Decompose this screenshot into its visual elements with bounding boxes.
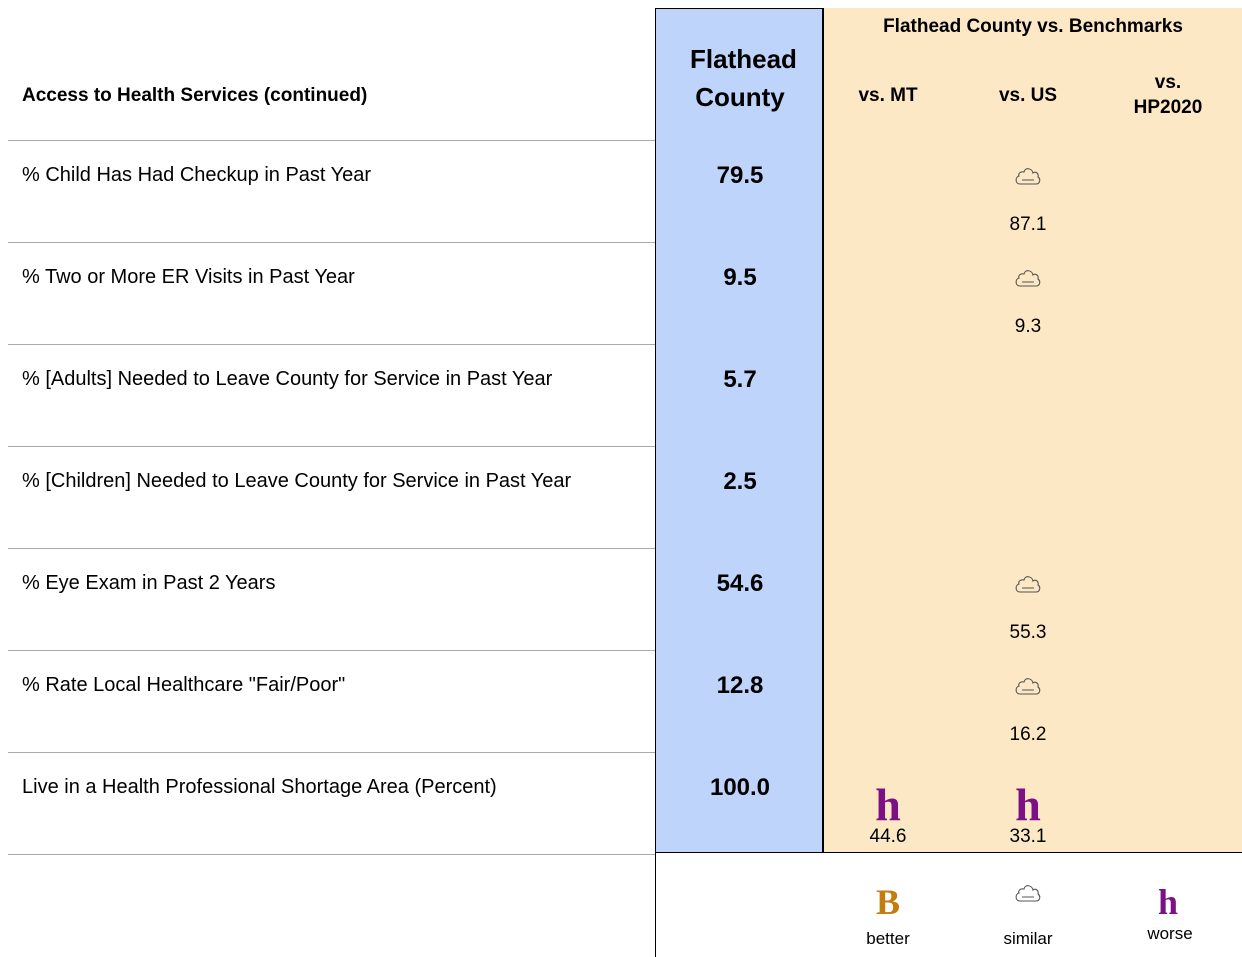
row-label: % Eye Exam in Past 2 Years [22, 572, 276, 594]
divider [823, 8, 824, 853]
similar-icon [1014, 882, 1042, 904]
worse-icon: h [875, 779, 901, 830]
county-value: 79.5 [716, 162, 764, 189]
divider [655, 852, 1242, 853]
row-line [8, 446, 655, 447]
county-column [655, 8, 823, 853]
similar-icon [1014, 267, 1042, 289]
section-title: Access to Health Services (continued) [22, 85, 368, 106]
legend-label: worse [1147, 924, 1193, 943]
worse-icon: h [1015, 779, 1041, 830]
group-header: Flathead County vs. Benchmarks [883, 16, 1183, 37]
similar-icon [1014, 165, 1042, 187]
benchmark-value: 55.3 [1009, 622, 1047, 643]
row-label: % Two or More ER Visits in Past Year [22, 266, 355, 288]
county-value: 100.0 [709, 774, 771, 801]
county-header: Flathead County [690, 44, 797, 112]
legend-label: similar [1003, 929, 1053, 948]
divider [655, 853, 656, 957]
row-line [8, 140, 655, 141]
benchmark-value: 44.6 [869, 826, 907, 847]
row-line [8, 242, 655, 243]
benchmark-value: 9.3 [1014, 316, 1042, 337]
column-header: vs. MT [858, 85, 918, 106]
benchmark-value: 87.1 [1009, 214, 1047, 235]
row-line [8, 752, 655, 753]
row-line [8, 548, 655, 549]
county-value: 5.7 [723, 366, 757, 393]
row-label: % [Adults] Needed to Leave County for Se… [22, 368, 553, 390]
row-label: % Child Has Had Checkup in Past Year [22, 164, 372, 186]
row-label: % [Children] Needed to Leave County for … [22, 470, 572, 492]
worse-icon: h [1157, 882, 1179, 922]
row-label: Live in a Health Professional Shortage A… [22, 776, 497, 798]
column-header: vs. US [998, 85, 1058, 106]
better-icon: B [875, 882, 901, 922]
county-value: 2.5 [723, 468, 757, 495]
row-line [8, 344, 655, 345]
county-value: 12.8 [716, 672, 764, 699]
county-value: 54.6 [716, 570, 764, 597]
similar-icon [1014, 573, 1042, 595]
row-label: % Rate Local Healthcare "Fair/Poor" [22, 674, 346, 696]
benchmark-value: 33.1 [1009, 826, 1047, 847]
legend-label: better [866, 929, 910, 948]
benchmark-value: 16.2 [1009, 724, 1047, 745]
benchmark-bg [823, 8, 1242, 853]
row-line [8, 854, 655, 855]
column-header: vs. HP2020 [1133, 72, 1203, 118]
similar-icon [1014, 675, 1042, 697]
row-line [8, 650, 655, 651]
county-value: 9.5 [723, 264, 757, 291]
